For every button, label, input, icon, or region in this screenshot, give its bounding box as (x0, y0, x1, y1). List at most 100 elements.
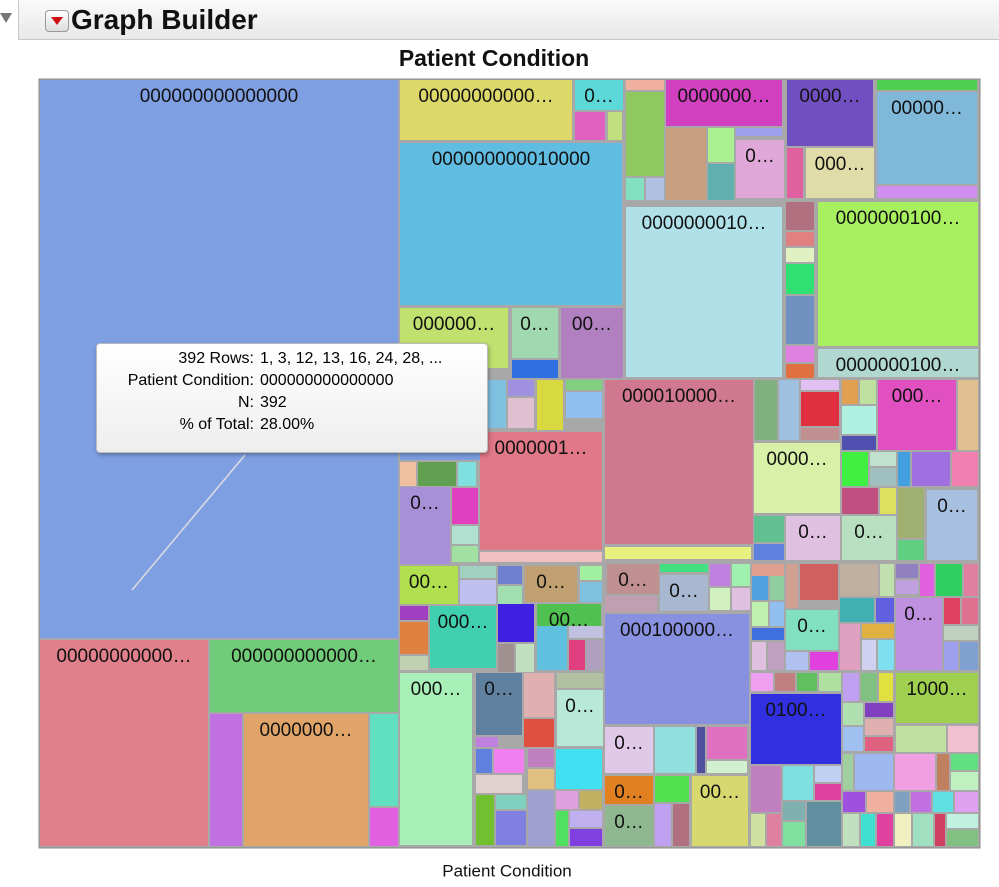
tile (512, 308, 558, 358)
tile (708, 164, 734, 200)
tile (947, 830, 978, 846)
tile-label: 000… (815, 154, 866, 175)
tile (879, 673, 893, 701)
tile (876, 598, 894, 622)
tile (516, 644, 534, 672)
tooltip-pointer (131, 454, 246, 591)
tile (806, 148, 874, 198)
tooltip-row: % of Total: 28.00% (101, 414, 445, 436)
tile-label: 00… (700, 782, 740, 803)
tile (843, 814, 859, 846)
tile (786, 564, 798, 608)
tile-label: 000100000… (620, 620, 734, 641)
tile (944, 598, 960, 624)
tile (707, 761, 747, 773)
tile (751, 694, 841, 764)
tile (575, 80, 623, 110)
tile (460, 566, 496, 578)
x-axis-label: Patient Condition (442, 861, 571, 880)
tile-label: 0000000010… (642, 213, 767, 234)
tile (418, 462, 456, 486)
tooltip-row: Patient Condition: 000000000000000 (101, 370, 445, 392)
tile (370, 714, 398, 806)
tile-label: 000… (411, 679, 462, 700)
tile (508, 398, 534, 428)
tile (537, 380, 563, 430)
tile (655, 727, 695, 773)
tile-label: 0000000… (678, 86, 771, 107)
tile-label: 00… (549, 610, 589, 631)
tile (770, 576, 784, 600)
tile (400, 606, 428, 620)
tile (751, 814, 765, 846)
tile (896, 726, 946, 752)
tile (754, 443, 840, 513)
tile-label: 000000000000… (231, 646, 377, 667)
tile (878, 640, 894, 670)
tooltip-key: % of Total: (179, 416, 254, 433)
tile (752, 602, 768, 626)
tile (660, 564, 708, 572)
tile-label: 0… (614, 733, 644, 754)
tile (815, 784, 841, 800)
tooltip-value: 392 (260, 394, 287, 411)
tile (732, 588, 750, 610)
tile (400, 487, 450, 561)
tile (862, 640, 876, 670)
tile (927, 490, 977, 560)
tile (608, 112, 622, 140)
tile (498, 566, 522, 584)
tile (496, 795, 526, 809)
tile (947, 814, 978, 828)
collapse-toggle[interactable] (0, 13, 12, 23)
tile (912, 452, 950, 486)
tile-label: 0000000100… (836, 355, 961, 376)
tile (537, 604, 601, 626)
tile (710, 588, 730, 610)
tile (952, 452, 978, 486)
tile (655, 776, 689, 802)
tile-label: 0… (669, 581, 699, 602)
tile (842, 436, 876, 450)
tile (751, 766, 781, 812)
tooltip-value: 28.00% (260, 416, 315, 433)
tile (779, 380, 799, 440)
red-triangle-menu[interactable] (45, 10, 69, 32)
tile (896, 580, 918, 594)
tile-label: 0000000100… (836, 208, 961, 229)
tile (896, 598, 942, 670)
tooltip-key: Patient Condition: (127, 372, 254, 389)
tile (861, 814, 875, 846)
tile (370, 808, 398, 846)
tile (783, 802, 805, 820)
tile (865, 719, 893, 735)
tile (843, 673, 859, 701)
tile (525, 566, 577, 602)
tile (786, 652, 808, 670)
tile (710, 564, 730, 586)
tile (732, 564, 750, 586)
tile (936, 564, 962, 596)
tile (870, 452, 896, 466)
tile (962, 598, 978, 624)
tile-label: 0000… (766, 449, 827, 470)
tile (840, 564, 878, 596)
tile (895, 754, 935, 790)
tile (933, 792, 953, 812)
tile (210, 714, 242, 846)
tile (787, 80, 873, 146)
tile (855, 754, 893, 790)
tile (524, 719, 554, 747)
tile-label: 0… (536, 572, 566, 593)
tile (842, 516, 896, 560)
tile (865, 737, 893, 751)
tile-label: 0… (745, 146, 775, 167)
tooltip: 392 Rows: 1, 3, 12, 13, 16, 24, 28, ... Pa… (96, 343, 488, 453)
tile (452, 526, 478, 544)
tooltip-key: N: (238, 394, 254, 411)
tile (537, 626, 567, 670)
tile (430, 606, 496, 668)
tile (752, 564, 784, 576)
tooltip-row: 392 Rows: 1, 3, 12, 13, 16, 24, 28, ... (101, 348, 445, 370)
